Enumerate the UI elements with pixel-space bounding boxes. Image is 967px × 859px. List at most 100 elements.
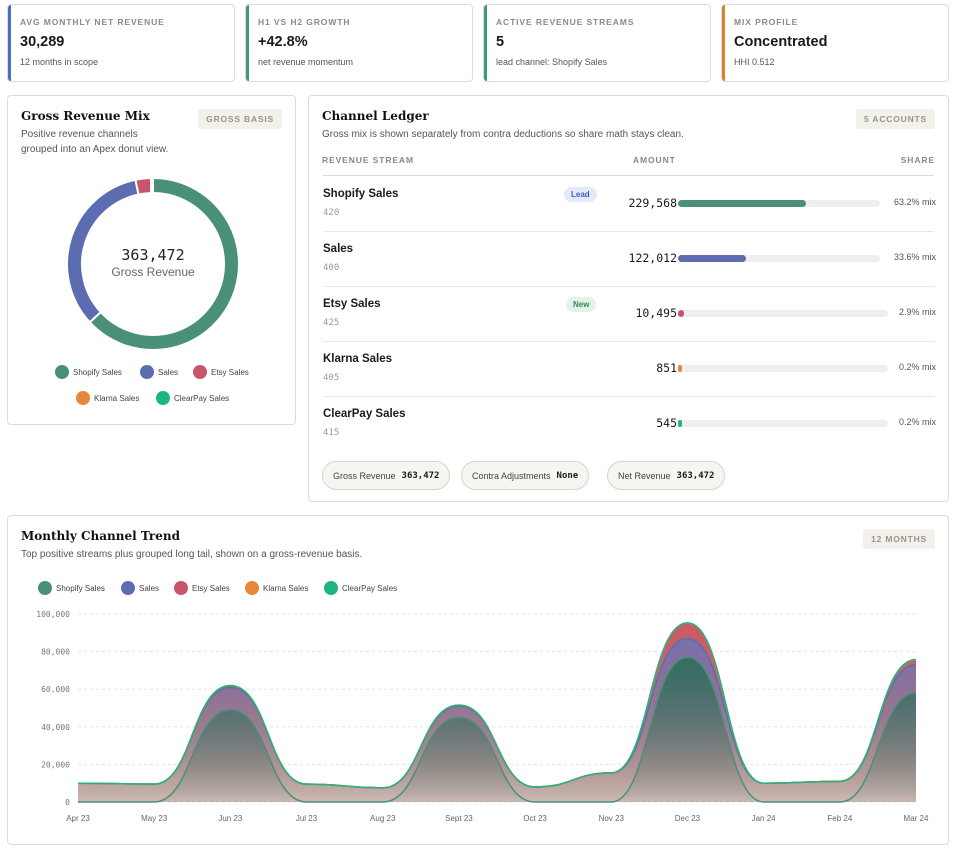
trend-subtitle: Top positive streams plus grouped long t… bbox=[21, 549, 363, 560]
share-fill bbox=[678, 365, 682, 372]
trend-legend-etsy-sales[interactable]: Etsy Sales bbox=[174, 581, 230, 595]
kpi-subtext: lead channel: Shopify Sales bbox=[496, 57, 608, 67]
row-amount: 851 bbox=[656, 361, 677, 375]
col-head-amount: AMOUNT bbox=[633, 155, 676, 165]
mix-title: Gross Revenue Mix bbox=[21, 109, 150, 123]
trend-legend-klarna-sales[interactable]: Klarna Sales bbox=[245, 581, 308, 595]
row-divider bbox=[323, 396, 934, 397]
pill-contra-adjustments: Contra Adjustments None bbox=[461, 461, 590, 490]
x-tick-label: Aug 23 bbox=[370, 814, 396, 823]
kpi-accent-bar bbox=[722, 5, 725, 81]
new-tag: New bbox=[566, 297, 597, 312]
row-account-code: 405 bbox=[323, 373, 340, 383]
x-tick-label: Jan 24 bbox=[752, 814, 777, 823]
trend-legend-shopify-sales[interactable]: Shopify Sales bbox=[38, 581, 105, 595]
ledger-title: Channel Ledger bbox=[322, 109, 429, 123]
x-tick-label: Apr 23 bbox=[66, 814, 90, 823]
legend-dot-icon bbox=[245, 581, 259, 595]
pill-value: 363,472 bbox=[401, 470, 440, 481]
donut-chart[interactable] bbox=[53, 164, 253, 364]
pill-value: 363,472 bbox=[676, 470, 715, 481]
y-tick-label: 80,000 bbox=[41, 648, 70, 657]
legend-dot-icon bbox=[121, 581, 135, 595]
row-divider bbox=[323, 231, 934, 232]
row-share: 33.6% mix bbox=[893, 252, 936, 262]
kpi-subtext: 12 months in scope bbox=[20, 57, 99, 67]
row-amount: 122,012 bbox=[628, 251, 677, 265]
row-share: 2.9% mix bbox=[898, 307, 936, 317]
kpi-value: +42.8% bbox=[258, 34, 308, 50]
legend-etsy-sales[interactable]: Etsy Sales bbox=[193, 365, 249, 379]
share-track bbox=[678, 365, 888, 372]
legend-dot-icon bbox=[140, 365, 154, 379]
x-tick-label: Sept 23 bbox=[445, 814, 473, 823]
line-clearpay-sales bbox=[77, 622, 917, 789]
months-badge: 12 MONTHS bbox=[863, 529, 935, 549]
x-tick-label: May 23 bbox=[141, 814, 168, 823]
legend-label: Sales bbox=[139, 583, 160, 593]
legend-sales[interactable]: Sales bbox=[140, 365, 178, 379]
row-account-code: 425 bbox=[323, 318, 340, 328]
kpi-accent-bar bbox=[484, 5, 487, 81]
y-tick-label: 0 bbox=[65, 798, 70, 807]
kpi-card-active-streams: ACTIVE REVENUE STREAMS 5 lead channel: S… bbox=[483, 4, 711, 82]
kpi-accent-bar bbox=[246, 5, 249, 81]
row-stream-name: Klarna Sales bbox=[323, 353, 393, 365]
kpi-label: ACTIVE REVENUE STREAMS bbox=[496, 17, 635, 27]
legend-label: Klarna Sales bbox=[94, 393, 140, 403]
row-account-code: 400 bbox=[323, 263, 340, 273]
kpi-value: 5 bbox=[496, 34, 505, 50]
col-head-share: SHARE bbox=[900, 155, 935, 165]
donut-slice-etsy-sales[interactable] bbox=[134, 177, 153, 196]
legend-label: Shopify Sales bbox=[56, 583, 105, 593]
share-track bbox=[678, 255, 880, 262]
x-tick-label: Dec 23 bbox=[675, 814, 701, 823]
area-shopify-sales[interactable] bbox=[78, 657, 916, 802]
x-tick-label: Oct 23 bbox=[523, 814, 547, 823]
trend-title: Monthly Channel Trend bbox=[21, 529, 180, 543]
ledger-subtitle: Gross mix is shown separately from contr… bbox=[322, 129, 684, 140]
row-account-code: 415 bbox=[323, 428, 340, 438]
legend-label: Sales bbox=[158, 367, 179, 377]
legend-label: Shopify Sales bbox=[73, 367, 122, 377]
kpi-subtext: net revenue momentum bbox=[258, 57, 354, 67]
channel-ledger-card: Channel Ledger Gross mix is shown separa… bbox=[308, 95, 949, 502]
stacked-area-chart[interactable]: 0 20,000 40,000 60,000 80,000 100,000 Apr 23 M… bbox=[8, 604, 948, 829]
x-tick-label: Jul 23 bbox=[296, 814, 318, 823]
kpi-card-mix-profile: MIX PROFILE Concentrated HHI 0.512 bbox=[721, 4, 949, 82]
legend-dot-icon bbox=[55, 365, 69, 379]
share-fill bbox=[678, 255, 746, 262]
kpi-value: Concentrated bbox=[734, 34, 828, 50]
legend-dot-icon bbox=[193, 365, 207, 379]
row-share: 0.2% mix bbox=[898, 362, 936, 372]
gross-revenue-mix-card: Gross Revenue Mix Positive revenue chann… bbox=[7, 95, 296, 425]
row-divider bbox=[323, 286, 934, 287]
pill-label: Contra Adjustments bbox=[472, 470, 551, 481]
legend-clearpay-sales[interactable]: ClearPay Sales bbox=[156, 391, 229, 405]
share-track bbox=[678, 420, 888, 427]
row-stream-name: Shopify Sales bbox=[323, 188, 399, 200]
row-account-code: 420 bbox=[323, 208, 340, 218]
trend-legend-clearpay-sales[interactable]: ClearPay Sales bbox=[324, 581, 397, 595]
legend-dot-icon bbox=[38, 581, 52, 595]
col-head-stream: REVENUE STREAM bbox=[322, 155, 414, 165]
lead-tag: Lead bbox=[564, 187, 597, 202]
legend-label: Klarna Sales bbox=[263, 583, 309, 593]
y-tick-label: 100,000 bbox=[36, 610, 70, 619]
share-track bbox=[678, 200, 880, 207]
legend-dot-icon bbox=[174, 581, 188, 595]
kpi-accent-bar bbox=[8, 5, 11, 81]
kpi-label: AVG MONTHLY NET REVENUE bbox=[20, 17, 165, 27]
legend-klarna-sales[interactable]: Klarna Sales bbox=[76, 391, 139, 405]
x-tick-label: Feb 24 bbox=[827, 814, 852, 823]
row-stream-name: Etsy Sales bbox=[323, 298, 381, 310]
legend-shopify-sales[interactable]: Shopify Sales bbox=[55, 365, 122, 379]
legend-label: ClearPay Sales bbox=[174, 393, 230, 403]
share-fill bbox=[678, 310, 685, 317]
row-amount: 229,568 bbox=[628, 196, 677, 210]
row-amount: 10,495 bbox=[635, 306, 677, 320]
accounts-badge: 5 ACCOUNTS bbox=[856, 109, 935, 129]
trend-legend-sales[interactable]: Sales bbox=[121, 581, 159, 595]
pill-label: Gross Revenue bbox=[333, 470, 396, 481]
donut-slice-clearpay-sales[interactable] bbox=[151, 176, 154, 195]
